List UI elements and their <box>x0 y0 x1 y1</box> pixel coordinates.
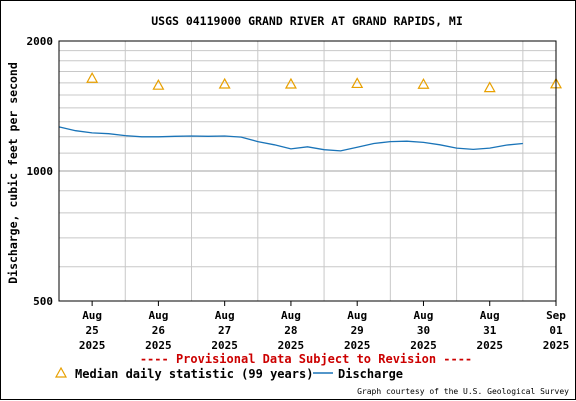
x-tick-label: 2025 <box>476 339 503 352</box>
legend-discharge-label: Discharge <box>338 367 403 381</box>
y-axis: 500 1000 2000 <box>27 35 54 308</box>
x-tick-label: Aug <box>148 309 168 322</box>
x-tick-label: 27 <box>218 324 231 337</box>
chart-title: USGS 04119000 GRAND RIVER AT GRAND RAPID… <box>151 14 463 28</box>
median-point <box>351 77 364 89</box>
y-tick-label: 2000 <box>27 35 54 48</box>
x-tick-label: 28 <box>284 324 297 337</box>
x-tick-label: 2025 <box>211 339 238 352</box>
x-tick-label: Aug <box>480 309 500 322</box>
median-point <box>86 71 99 83</box>
x-tick-label: Aug <box>281 309 301 322</box>
x-tick-label: Aug <box>414 309 434 322</box>
median-point <box>483 81 496 93</box>
discharge-series-line <box>58 126 523 152</box>
legend: Median daily statistic (99 years) Discha… <box>54 366 403 381</box>
x-tick-label: 2025 <box>145 339 172 352</box>
x-tick-label: 25 <box>86 324 99 337</box>
x-tick-label: Aug <box>347 309 367 322</box>
x-tick-label: 2025 <box>543 339 570 352</box>
x-tick-label: 01 <box>549 324 563 337</box>
x-tick-label: Sep <box>546 309 566 322</box>
median-point <box>218 77 231 89</box>
median-point <box>284 77 297 89</box>
provisional-notice: ---- Provisional Data Subject to Revisio… <box>140 352 472 366</box>
y-axis-label: Discharge, cubic feet per second <box>6 62 20 284</box>
plot-area-border <box>58 40 557 302</box>
x-tick-label: 2025 <box>79 339 106 352</box>
x-tick-label: Aug <box>82 309 102 322</box>
y-tick-label: 500 <box>33 295 53 308</box>
legend-median-label: Median daily statistic (99 years) <box>75 367 313 381</box>
x-axis: Aug 25 2025 Aug 26 2025 Aug 27 2025 Aug 28 2025 Aug 2… <box>79 301 569 352</box>
series-layer <box>58 71 563 152</box>
median-point <box>152 78 165 90</box>
x-tick-label: 2025 <box>344 339 371 352</box>
x-tick-label: Aug <box>215 309 235 322</box>
x-tick-label: 30 <box>417 324 430 337</box>
grid-lines <box>59 41 556 301</box>
y-tick-label: 1000 <box>27 165 54 178</box>
x-tick-label: 2025 <box>410 339 437 352</box>
x-tick-label: 26 <box>152 324 166 337</box>
legend-median-marker <box>54 366 68 378</box>
courtesy-text: Graph courtesy of the U.S. Geological Su… <box>357 387 569 396</box>
x-tick-label: 2025 <box>278 339 305 352</box>
x-tick-label: 29 <box>351 324 364 337</box>
x-tick-label: 31 <box>483 324 497 337</box>
median-point <box>417 78 430 89</box>
